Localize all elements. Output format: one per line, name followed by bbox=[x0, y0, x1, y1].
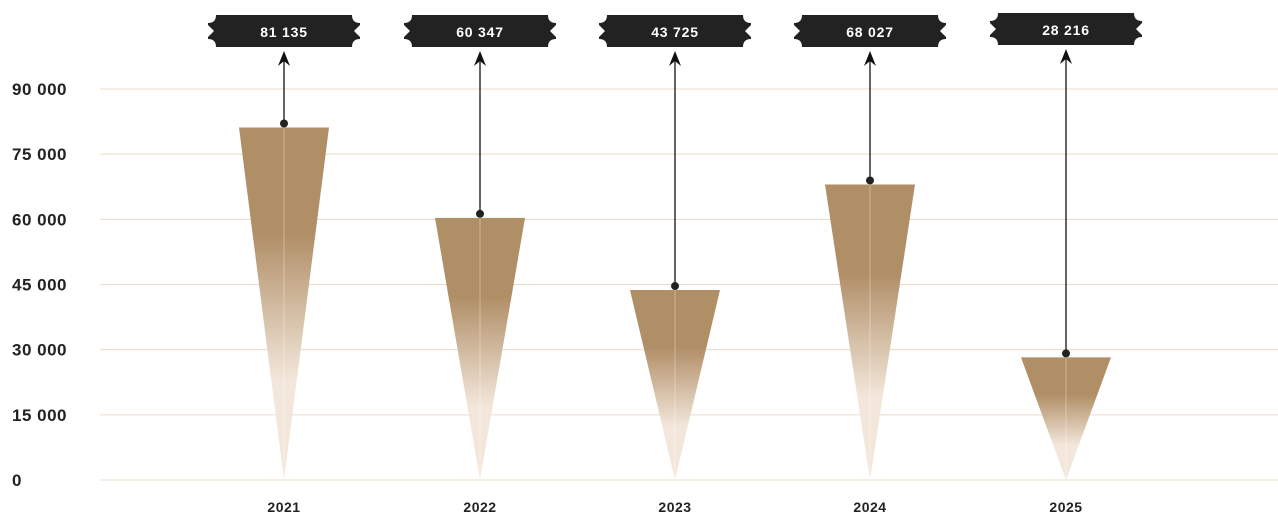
data-label: 60 347 bbox=[404, 15, 556, 218]
bar bbox=[825, 184, 915, 480]
label-tag bbox=[990, 13, 1142, 45]
data-label: 28 216 bbox=[990, 13, 1142, 358]
anchor-dot bbox=[280, 119, 288, 128]
anchor-dot bbox=[1062, 349, 1070, 358]
data-label-text: 28 216 bbox=[1042, 22, 1090, 38]
data-labels: 81 135 60 347 43 725 68 027 28 216 bbox=[208, 13, 1142, 358]
bars bbox=[239, 127, 1111, 481]
data-label-text: 68 027 bbox=[846, 24, 894, 40]
data-label-text: 81 135 bbox=[260, 24, 308, 40]
data-label-text: 60 347 bbox=[456, 24, 504, 40]
bar bbox=[435, 217, 525, 480]
x-axis-tick-labels: 2021 2022 2023 2024 2025 bbox=[267, 499, 1082, 515]
arrow-head bbox=[669, 51, 681, 66]
x-tick-label: 2023 bbox=[658, 499, 691, 515]
arrow-head bbox=[278, 51, 290, 66]
y-tick-label: 15 000 bbox=[12, 406, 67, 425]
x-tick-label: 2021 bbox=[267, 499, 300, 515]
label-tag bbox=[599, 15, 751, 47]
x-tick-label: 2025 bbox=[1049, 499, 1082, 515]
bar bbox=[630, 290, 720, 480]
bar bbox=[1021, 357, 1111, 480]
arrow-head bbox=[474, 51, 486, 66]
label-tag bbox=[208, 15, 360, 47]
y-axis-tick-labels: 0 15 000 30 000 45 000 60 000 75 000 90 000 bbox=[12, 80, 67, 490]
y-tick-label: 60 000 bbox=[12, 210, 67, 229]
anchor-dot bbox=[476, 209, 484, 218]
anchor-dot bbox=[671, 282, 679, 291]
x-tick-label: 2022 bbox=[463, 499, 496, 515]
x-tick-label: 2024 bbox=[853, 499, 886, 515]
anchor-dot bbox=[866, 176, 874, 185]
label-tag bbox=[404, 15, 556, 47]
y-tick-label: 0 bbox=[12, 471, 22, 490]
bar bbox=[239, 127, 329, 481]
arrow-head bbox=[864, 51, 876, 66]
data-label-text: 43 725 bbox=[651, 24, 699, 40]
data-label: 68 027 bbox=[794, 15, 946, 185]
data-label: 43 725 bbox=[599, 15, 751, 291]
y-tick-label: 30 000 bbox=[12, 341, 67, 360]
y-tick-label: 45 000 bbox=[12, 276, 67, 295]
data-label: 81 135 bbox=[208, 15, 360, 128]
arrow-head bbox=[1060, 49, 1072, 64]
label-tag bbox=[794, 15, 946, 47]
y-tick-label: 90 000 bbox=[12, 80, 67, 99]
y-tick-label: 75 000 bbox=[12, 145, 67, 164]
